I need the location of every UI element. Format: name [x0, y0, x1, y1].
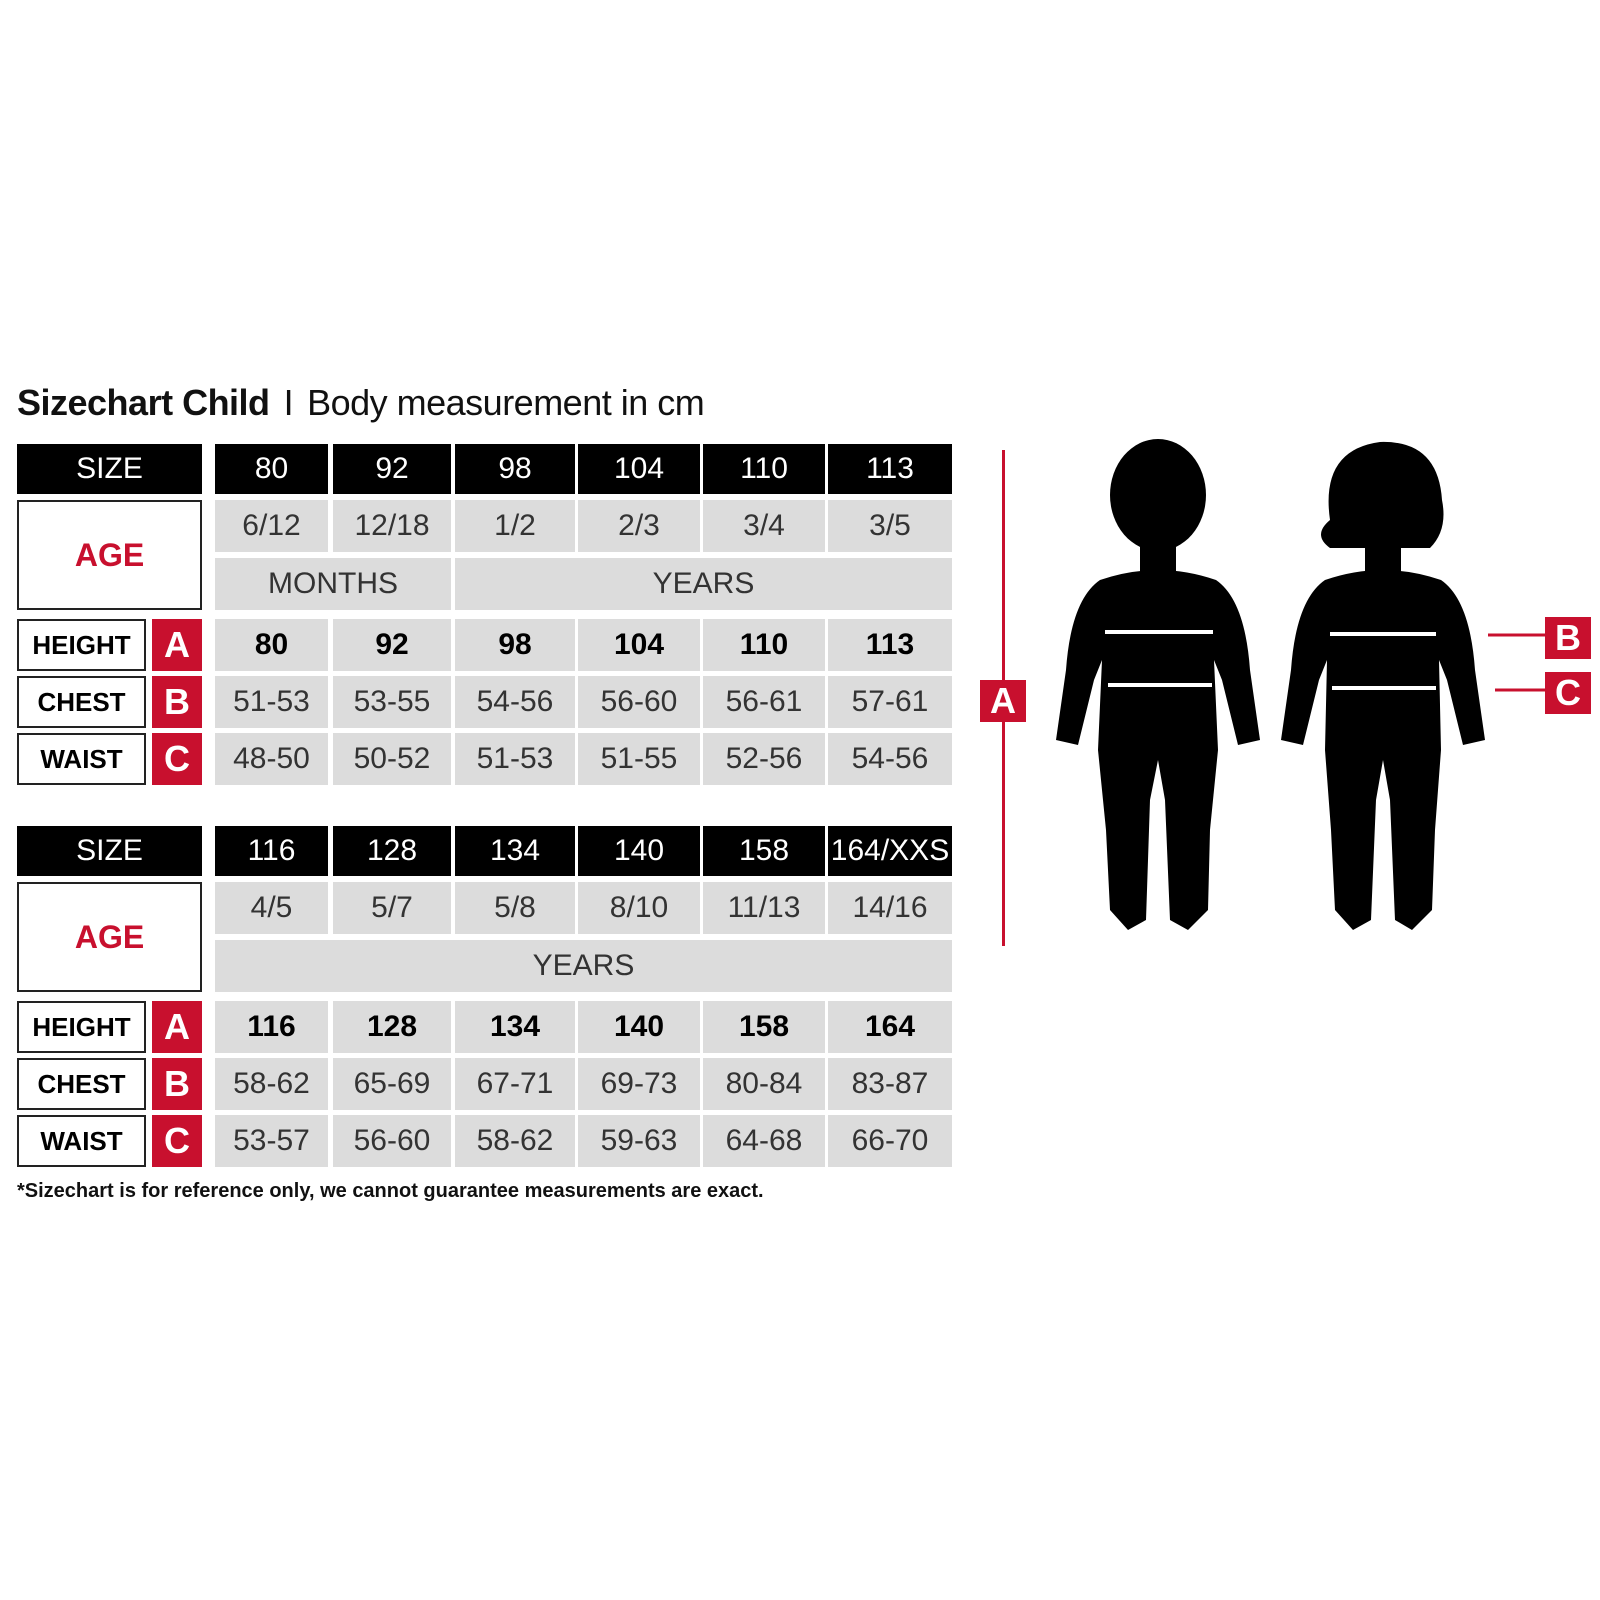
age-cell: 12/18 [333, 500, 451, 552]
row-letter-badge: C [152, 733, 202, 785]
measurement-cell: 110 [703, 619, 825, 671]
age-cell: 11/13 [703, 882, 825, 934]
size-header: 110 [703, 444, 825, 494]
row-label-height: HEIGHT [17, 1001, 146, 1053]
size-label: SIZE [17, 444, 202, 494]
measurement-cell: 164 [828, 1001, 952, 1053]
size-header: 116 [215, 826, 328, 876]
age-cell: 2/3 [578, 500, 700, 552]
measurement-cell: 80-84 [703, 1058, 825, 1110]
measurement-cell: 116 [215, 1001, 328, 1053]
measurement-cell: 134 [455, 1001, 575, 1053]
age-cell: 5/8 [455, 882, 575, 934]
measurement-cell: 53-57 [215, 1115, 328, 1167]
measurement-cell: 64-68 [703, 1115, 825, 1167]
children-silhouettes [1056, 439, 1545, 930]
age-cell: 3/5 [828, 500, 952, 552]
measurement-cell: 57-61 [828, 676, 952, 728]
measurement-cell: 51-55 [578, 733, 700, 785]
measurement-cell: 66-70 [828, 1115, 952, 1167]
age-cell: 6/12 [215, 500, 328, 552]
age-cell: 8/10 [578, 882, 700, 934]
measurement-cell: 50-52 [333, 733, 451, 785]
row-label-chest: CHEST [17, 1058, 146, 1110]
measurement-cell: 65-69 [333, 1058, 451, 1110]
measurement-cell: 58-62 [455, 1115, 575, 1167]
measurement-cell: 48-50 [215, 733, 328, 785]
title-separator: I [283, 382, 294, 423]
size-header: 98 [455, 444, 575, 494]
measurement-cell: 80 [215, 619, 328, 671]
measurement-cell: 158 [703, 1001, 825, 1053]
size-header: 158 [703, 826, 825, 876]
measurement-cell: 52-56 [703, 733, 825, 785]
age-label: AGE [17, 500, 202, 610]
size-header: 128 [333, 826, 451, 876]
size-header: 140 [578, 826, 700, 876]
measurement-cell: 98 [455, 619, 575, 671]
marker-c: C [1545, 672, 1591, 714]
size-header: 92 [333, 444, 451, 494]
measurement-cell: 56-60 [578, 676, 700, 728]
row-label-height: HEIGHT [17, 619, 146, 671]
measurement-cell: 140 [578, 1001, 700, 1053]
measurement-cell: 54-56 [828, 733, 952, 785]
measurement-cell: 92 [333, 619, 451, 671]
measurement-cell: 69-73 [578, 1058, 700, 1110]
row-label-chest: CHEST [17, 676, 146, 728]
measurement-cell: 53-55 [333, 676, 451, 728]
measurement-cell: 113 [828, 619, 952, 671]
measurement-cell: 128 [333, 1001, 451, 1053]
age-label: AGE [17, 882, 202, 992]
boy-silhouette-icon [1056, 439, 1260, 930]
size-label: SIZE [17, 826, 202, 876]
age-unit-cell: YEARS [455, 558, 952, 610]
age-unit-cell: MONTHS [215, 558, 451, 610]
row-letter-badge: A [152, 619, 202, 671]
row-letter-badge: B [152, 1058, 202, 1110]
age-cell: 3/4 [703, 500, 825, 552]
girl-silhouette-icon [1281, 441, 1485, 930]
measurement-figure: A B C [960, 430, 1600, 970]
page-title: Sizechart Child I Body measurement in cm [17, 382, 705, 424]
measurement-cell: 83-87 [828, 1058, 952, 1110]
size-header: 104 [578, 444, 700, 494]
measurement-cell: 51-53 [215, 676, 328, 728]
measurement-cell: 56-61 [703, 676, 825, 728]
row-letter-badge: C [152, 1115, 202, 1167]
size-header: 80 [215, 444, 328, 494]
row-label-waist: WAIST [17, 733, 146, 785]
title-bold: Sizechart Child [17, 382, 270, 423]
footnote: *Sizechart is for reference only, we can… [17, 1180, 764, 1202]
age-cell: 1/2 [455, 500, 575, 552]
title-subtitle: Body measurement in cm [307, 382, 705, 423]
measurement-cell: 104 [578, 619, 700, 671]
age-cell: 4/5 [215, 882, 328, 934]
marker-a: A [980, 680, 1026, 722]
age-unit-cell: YEARS [215, 940, 952, 992]
age-cell: 14/16 [828, 882, 952, 934]
measurement-cell: 56-60 [333, 1115, 451, 1167]
size-header: 113 [828, 444, 952, 494]
row-label-waist: WAIST [17, 1115, 146, 1167]
row-letter-badge: A [152, 1001, 202, 1053]
size-header: 164/XXS [828, 826, 952, 876]
age-cell: 5/7 [333, 882, 451, 934]
size-header: 134 [455, 826, 575, 876]
measurement-cell: 58-62 [215, 1058, 328, 1110]
measurement-cell: 51-53 [455, 733, 575, 785]
measurement-cell: 54-56 [455, 676, 575, 728]
measurement-cell: 59-63 [578, 1115, 700, 1167]
row-letter-badge: B [152, 676, 202, 728]
marker-lines [1488, 633, 1545, 692]
marker-b: B [1545, 617, 1591, 659]
measurement-cell: 67-71 [455, 1058, 575, 1110]
